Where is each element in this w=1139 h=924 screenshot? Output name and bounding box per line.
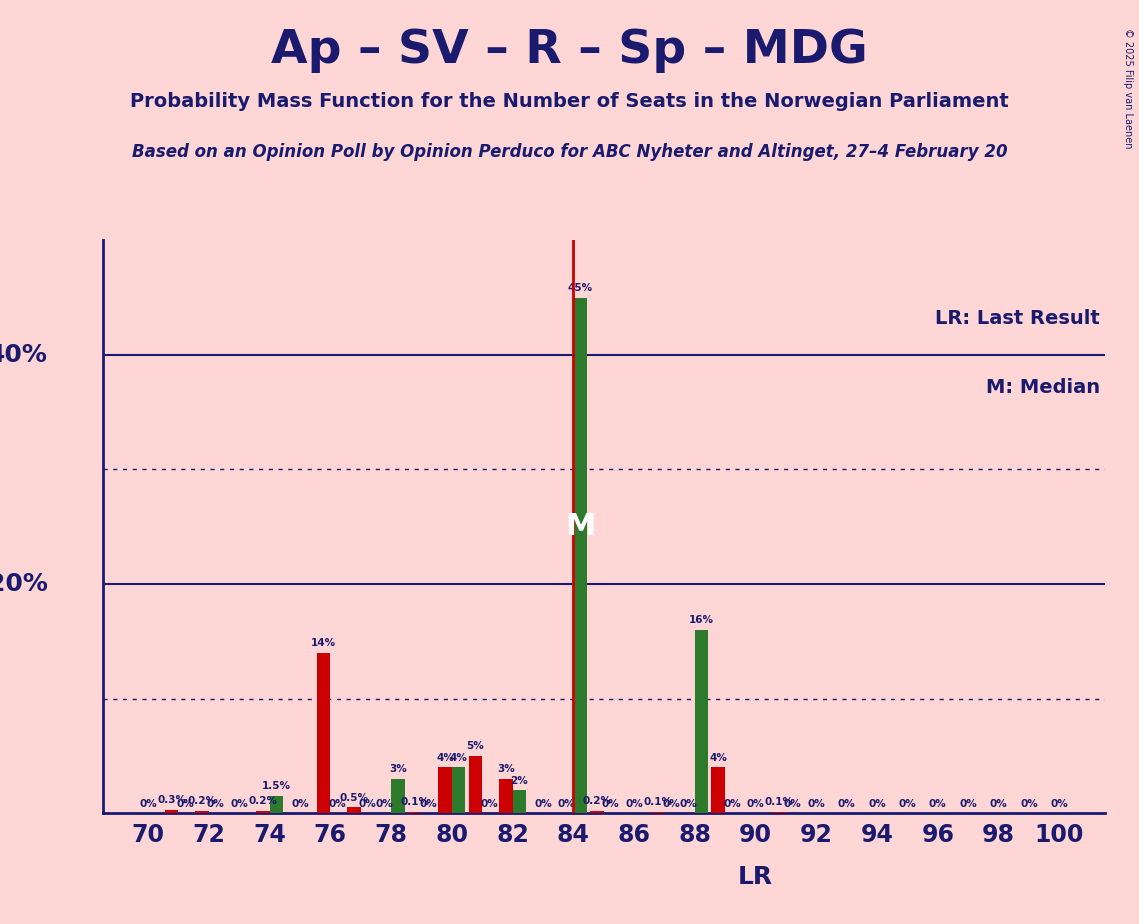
Text: 0%: 0% <box>1021 798 1038 808</box>
Text: 0%: 0% <box>230 798 248 808</box>
Bar <box>165 809 179 813</box>
Text: 0%: 0% <box>481 798 498 808</box>
Bar <box>439 767 452 813</box>
Text: 0%: 0% <box>376 798 393 808</box>
Bar <box>408 812 421 813</box>
Text: 2%: 2% <box>510 775 528 785</box>
Text: M: Median: M: Median <box>985 378 1100 396</box>
Text: Probability Mass Function for the Number of Seats in the Norwegian Parliament: Probability Mass Function for the Number… <box>130 92 1009 112</box>
Text: 0.1%: 0.1% <box>644 797 672 808</box>
Text: 16%: 16% <box>689 615 714 626</box>
Text: 5%: 5% <box>467 741 484 751</box>
Bar <box>195 811 208 813</box>
Text: LR: LR <box>738 865 773 889</box>
Bar <box>317 652 330 813</box>
Bar <box>650 812 664 813</box>
Text: 0%: 0% <box>534 798 551 808</box>
Bar <box>270 796 284 813</box>
Bar <box>347 808 361 813</box>
Text: 0.2%: 0.2% <box>582 796 612 807</box>
Text: 0.2%: 0.2% <box>188 796 216 807</box>
Bar <box>452 767 466 813</box>
Text: LR: Last Result: LR: Last Result <box>935 309 1100 328</box>
Text: 1.5%: 1.5% <box>262 782 290 791</box>
Text: 0%: 0% <box>899 798 916 808</box>
Bar <box>499 779 513 813</box>
Text: 0%: 0% <box>292 798 309 808</box>
Text: 0%: 0% <box>747 798 764 808</box>
Text: Ap – SV – R – Sp – MDG: Ap – SV – R – Sp – MDG <box>271 28 868 73</box>
Bar <box>772 812 786 813</box>
Text: 0%: 0% <box>207 798 224 808</box>
Text: 0%: 0% <box>679 798 697 808</box>
Text: 3%: 3% <box>390 764 407 774</box>
Text: 45%: 45% <box>567 283 592 293</box>
Bar <box>513 790 526 813</box>
Text: 0.1%: 0.1% <box>400 797 429 808</box>
Text: 0%: 0% <box>558 798 575 808</box>
Bar <box>391 779 404 813</box>
Text: 0%: 0% <box>419 798 437 808</box>
Text: 4%: 4% <box>450 753 468 762</box>
Text: © 2025 Filip van Laenen: © 2025 Filip van Laenen <box>1123 28 1133 148</box>
Text: 0.2%: 0.2% <box>248 796 277 807</box>
Bar <box>712 767 726 813</box>
Text: 0%: 0% <box>601 798 620 808</box>
Text: 0%: 0% <box>1050 798 1068 808</box>
Text: 0.1%: 0.1% <box>764 797 794 808</box>
Text: 0%: 0% <box>990 798 1007 808</box>
Text: 14%: 14% <box>311 638 336 648</box>
Text: 4%: 4% <box>710 753 728 762</box>
Text: 0%: 0% <box>959 798 977 808</box>
Text: 0%: 0% <box>838 798 855 808</box>
Text: 0%: 0% <box>808 798 825 808</box>
Bar <box>573 298 587 813</box>
Text: M: M <box>565 512 596 541</box>
Text: 4%: 4% <box>436 753 454 762</box>
Bar <box>256 811 270 813</box>
Text: 0%: 0% <box>723 798 740 808</box>
Text: 40%: 40% <box>0 343 48 367</box>
Text: 0%: 0% <box>784 798 802 808</box>
Text: 0%: 0% <box>177 798 194 808</box>
Text: Based on an Opinion Poll by Opinion Perduco for ABC Nyheter and Altinget, 27–4 F: Based on an Opinion Poll by Opinion Perd… <box>132 143 1007 161</box>
Bar <box>468 756 482 813</box>
Text: 3%: 3% <box>497 764 515 774</box>
Text: 0%: 0% <box>359 798 376 808</box>
Text: 0.3%: 0.3% <box>157 795 186 805</box>
Text: 0%: 0% <box>929 798 947 808</box>
Bar <box>590 811 604 813</box>
Text: 0%: 0% <box>139 798 157 808</box>
Bar <box>695 630 708 813</box>
Text: 20%: 20% <box>0 572 48 596</box>
Text: 0%: 0% <box>625 798 642 808</box>
Text: 0%: 0% <box>663 798 680 808</box>
Text: 0.5%: 0.5% <box>339 793 368 803</box>
Text: 0%: 0% <box>868 798 886 808</box>
Text: 0%: 0% <box>328 798 346 808</box>
